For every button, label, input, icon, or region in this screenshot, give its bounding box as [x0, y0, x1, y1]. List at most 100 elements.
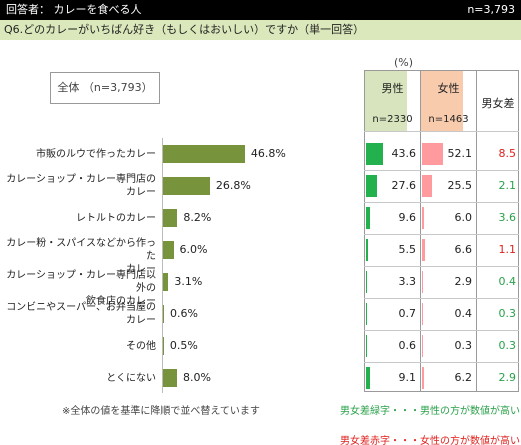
category-label: カレーショップ・カレー専門店のカレー [0, 173, 156, 199]
female-value: 25.5 [447, 179, 473, 192]
diff-value: 8.5 [498, 147, 517, 160]
overall-bar [163, 337, 164, 355]
overall-bar [163, 305, 165, 323]
diff-value: 1.1 [498, 243, 517, 256]
category-label: その他 [0, 340, 156, 353]
diff-value: 0.4 [498, 275, 517, 288]
category-label-line: とくにない [106, 372, 156, 384]
category-label: 市販のルウで作ったカレー [0, 148, 156, 161]
female-value: 2.9 [454, 275, 473, 288]
female-value: 0.4 [454, 307, 473, 320]
table-divider [420, 70, 421, 392]
male-value: 5.5 [398, 243, 417, 256]
male-n: n=2330 [372, 114, 413, 125]
male-header-bg [365, 71, 407, 131]
diff-value: 2.9 [498, 371, 517, 384]
male-value: 9.1 [398, 371, 417, 384]
category-label-line: カレーショップ・カレー専門店以外の [6, 270, 156, 294]
male-bar [366, 175, 378, 197]
female-value: 52.1 [447, 147, 473, 160]
table-row-rule [364, 362, 519, 363]
diff-value: 3.6 [498, 211, 517, 224]
male-value: 9.6 [398, 211, 417, 224]
male-bar [366, 239, 369, 261]
overall-bar [163, 241, 174, 259]
category-label-line: カレー [126, 315, 156, 326]
category-label: レトルトのカレー [0, 212, 156, 225]
respondents-label: 回答者： カレーを食べる人 [6, 3, 142, 16]
overall-value: 3.1% [174, 275, 203, 288]
female-bar [422, 143, 443, 165]
female-bar [422, 367, 425, 389]
female-header: 女性 [437, 82, 460, 95]
category-label: とくにない [0, 372, 156, 385]
male-bar [366, 271, 368, 293]
overall-label-box: 全体 （n=3,793） [50, 72, 160, 104]
diff-value: 2.1 [498, 179, 517, 192]
category-label-line: カレーショップ・カレー専門店の [6, 174, 156, 185]
overall-bar [163, 369, 177, 387]
table-header-rule [364, 131, 519, 132]
category-label-line: カレー粉・スパイスなどから作った [6, 238, 156, 262]
diff-header: 男女差 [481, 97, 515, 110]
category-label: カレー粉・スパイスなどから作ったカレー [0, 237, 156, 276]
female-value: 6.2 [454, 371, 473, 384]
question-title: Q6.どのカレーがいちばん好き（もしくはおいしい）ですか（単一回答） [0, 20, 521, 40]
table-row-rule [364, 202, 519, 203]
overall-bar [163, 273, 169, 291]
diff-value: 0.3 [498, 307, 517, 320]
female-value: 6.0 [454, 211, 473, 224]
category-label-line: その他 [126, 340, 156, 352]
category-label-line: カレー [126, 187, 156, 198]
male-bar [366, 207, 370, 229]
category-label-line: 飲食店のカレー [86, 296, 156, 307]
table-row-rule [364, 330, 519, 331]
male-bar [366, 143, 384, 165]
overall-value: 0.5% [169, 339, 198, 352]
respondents-count: n=3,793 [467, 3, 515, 16]
overall-value: 8.0% [183, 371, 211, 384]
gender-table [364, 70, 519, 392]
female-value: 6.6 [454, 243, 473, 256]
female-bar [422, 239, 425, 261]
table-row-rule [364, 234, 519, 235]
category-label-line: カレー [126, 264, 156, 275]
overall-bar [163, 209, 178, 227]
overall-value: 8.2% [183, 211, 212, 224]
table-row-rule [364, 298, 519, 299]
male-value: 0.7 [398, 307, 417, 320]
table-divider [476, 70, 477, 392]
female-n: n=1463 [428, 114, 469, 125]
female-bar [422, 271, 424, 293]
sort-note: ※全体の値を基準に降順で並べ替えています [62, 406, 260, 417]
category-label: カレーショップ・カレー専門店以外の飲食店のカレー [0, 269, 156, 308]
legend-green: 男女差緑字・・・男性の方が数値が高い [340, 406, 520, 417]
female-header-bg [421, 71, 463, 131]
overall-value: 26.8% [215, 179, 251, 192]
male-header: 男性 [381, 82, 404, 95]
male-value: 0.6 [398, 339, 417, 352]
category-label-line: レトルトのカレー [76, 212, 156, 224]
overall-value: 6.0% [179, 243, 208, 256]
respondents-header: 回答者： カレーを食べる人 n=3,793 [0, 0, 521, 20]
female-bar [422, 207, 425, 229]
female-bar [422, 175, 433, 197]
table-row-rule [364, 266, 519, 267]
overall-value: 46.8% [250, 147, 286, 160]
male-bar [366, 367, 370, 389]
male-value: 43.6 [391, 147, 417, 160]
chart-axis [162, 138, 163, 393]
table-row-rule [364, 170, 519, 171]
unit-label: (%) [394, 56, 414, 69]
legend-red: 男女差赤字・・・女性の方が数値が高い [340, 436, 520, 445]
overall-bar [163, 145, 245, 163]
male-value: 27.6 [391, 179, 417, 192]
male-value: 3.3 [398, 275, 417, 288]
overall-bar [163, 177, 210, 195]
category-label-line: コンビニやスーパー、お弁当屋の [6, 302, 156, 313]
overall-value: 0.6% [170, 307, 198, 320]
diff-value: 0.3 [498, 339, 517, 352]
category-label: コンビニやスーパー、お弁当屋のカレー [0, 301, 156, 327]
category-label-line: 市販のルウで作ったカレー [36, 148, 156, 160]
female-value: 0.3 [454, 339, 473, 352]
